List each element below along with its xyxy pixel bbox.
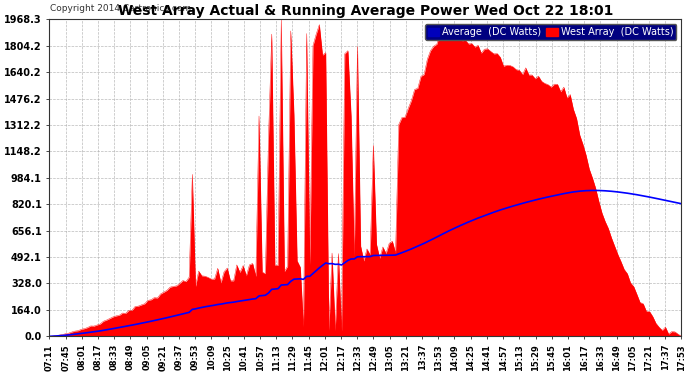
Title: West Array Actual & Running Average Power Wed Oct 22 18:01: West Array Actual & Running Average Powe… [118, 4, 613, 18]
Legend: Average  (DC Watts), West Array  (DC Watts): Average (DC Watts), West Array (DC Watts… [425, 24, 676, 40]
Text: Copyright 2014 Cartronics.com: Copyright 2014 Cartronics.com [50, 4, 191, 13]
